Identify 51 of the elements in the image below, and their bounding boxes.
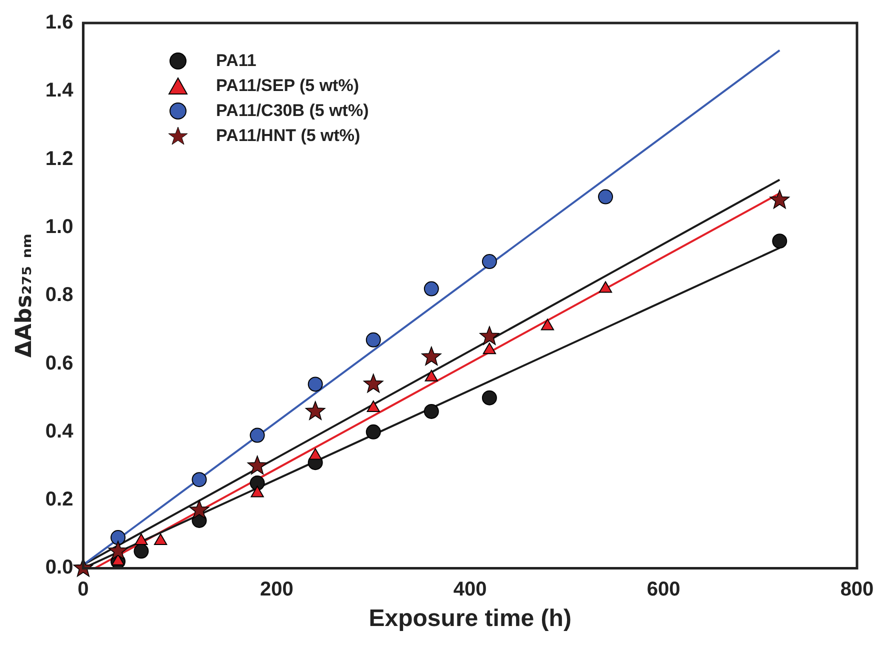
point	[424, 404, 439, 419]
legend-label: PA11	[216, 50, 256, 72]
point	[424, 281, 439, 296]
y-tick-label: 1.0	[45, 216, 74, 238]
x-axis-title: Exposure time (h)	[368, 605, 572, 632]
point	[422, 346, 442, 366]
point	[108, 540, 128, 560]
y-tick-label: 0.4	[45, 420, 74, 442]
point	[366, 424, 381, 440]
point	[154, 533, 168, 545]
y-tick-label: 0.0	[45, 556, 74, 579]
y-tick-label: 1.6	[45, 12, 74, 34]
point	[482, 342, 496, 354]
point	[482, 390, 497, 406]
point	[482, 254, 497, 270]
y-tick-label: 0.2	[45, 488, 74, 511]
legend-label: PA11/C30B (5 wt%)	[216, 100, 369, 122]
point	[598, 189, 614, 204]
point	[250, 428, 265, 443]
y-tick-label: 1.4	[45, 80, 74, 102]
y-tick-label: 0.8	[45, 284, 74, 306]
x-tick-label: 400	[453, 578, 487, 601]
point	[189, 500, 210, 519]
legend-label: PA11/HNT (5 wt%)	[216, 125, 360, 147]
legend-label: PA11/SEP (5 wt%)	[216, 75, 359, 97]
point	[366, 332, 381, 348]
y-tick-label: 1.2	[45, 148, 74, 170]
point	[134, 544, 149, 559]
x-tick-label: 800	[840, 578, 874, 601]
point	[134, 533, 148, 545]
point	[308, 376, 323, 392]
point	[305, 401, 326, 420]
point	[250, 476, 265, 491]
point	[247, 456, 268, 474]
point	[424, 370, 438, 382]
point	[480, 326, 500, 345]
point	[770, 190, 790, 209]
point	[772, 234, 788, 249]
y-tick-label: 0.6	[45, 352, 74, 374]
x-tick-label: 0	[78, 578, 89, 601]
point	[366, 400, 380, 412]
point	[540, 318, 554, 330]
point	[363, 374, 384, 393]
point	[598, 281, 612, 293]
point	[110, 530, 126, 546]
y-axis-title: ΔAbs₂₇₅ ₙₘ	[12, 234, 37, 358]
x-tick-label: 600	[646, 578, 680, 601]
point	[308, 448, 322, 460]
point	[192, 472, 207, 488]
point	[250, 486, 264, 498]
x-tick-label: 200	[260, 578, 294, 601]
